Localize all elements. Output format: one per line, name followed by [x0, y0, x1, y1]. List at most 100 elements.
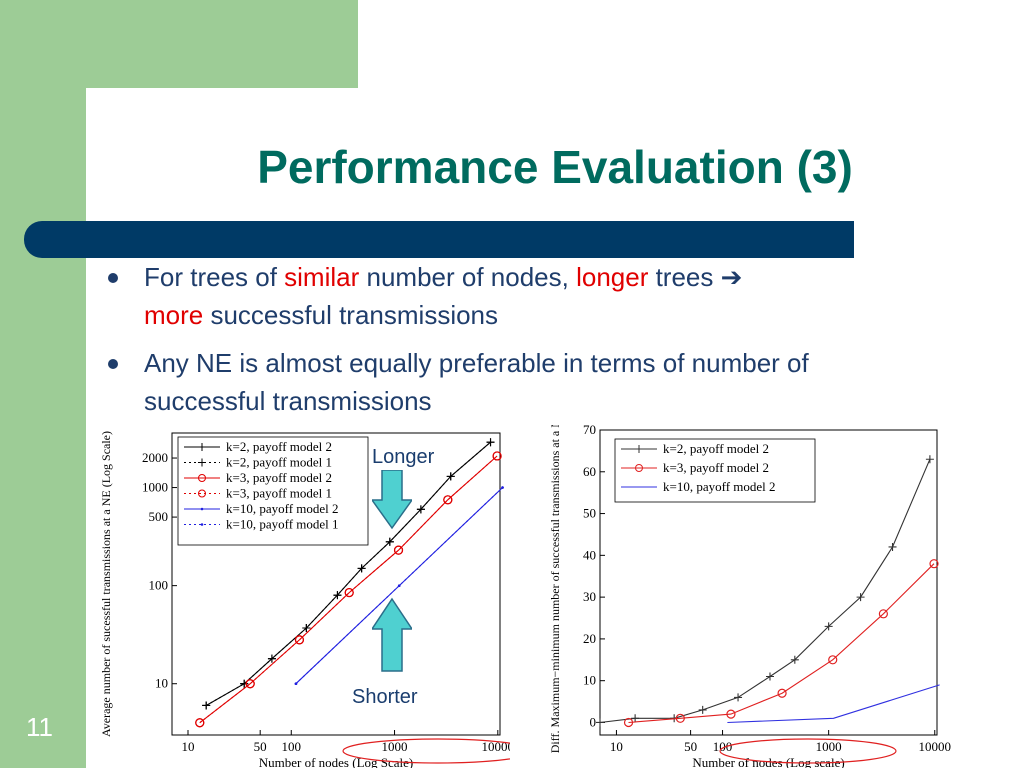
callout-longer: Longer — [372, 446, 435, 468]
data-point — [765, 672, 774, 681]
data-point — [443, 495, 453, 505]
x-tick-label: 50 — [254, 739, 267, 754]
series-line — [199, 455, 498, 724]
data-point — [726, 709, 736, 719]
bullet-text: trees — [648, 262, 721, 292]
y-tick-label: 70 — [583, 425, 596, 437]
data-point — [623, 717, 634, 728]
bullet-text: Any NE is almost equally preferable in t… — [144, 348, 809, 416]
y-tick-label: 0 — [590, 714, 597, 729]
series-line — [205, 441, 491, 706]
legend-label: k=3, payoff model 1 — [226, 486, 332, 501]
data-point — [357, 564, 366, 573]
data-point — [888, 542, 897, 551]
right-arrow-icon: ➔ — [720, 262, 743, 292]
bullet-item-2: Any NE is almost equally preferable in t… — [102, 344, 922, 420]
data-point — [294, 682, 298, 686]
data-point — [734, 693, 743, 702]
data-point — [596, 718, 604, 727]
data-point — [333, 591, 342, 600]
highlight-ellipse — [719, 738, 897, 764]
callout-shorter: Shorter — [352, 686, 418, 708]
x-tick-label: 100 — [282, 739, 302, 754]
series-line — [628, 563, 935, 724]
slide-number: 11 — [26, 712, 53, 742]
x-axis-label: Number of nodes (Log Scale) — [259, 755, 414, 768]
green-left-strip — [0, 0, 86, 768]
y-tick-label: 1000 — [142, 480, 168, 495]
legend-label: k=10, payoff model 2 — [663, 479, 776, 494]
x-tick-label: 50 — [684, 739, 697, 754]
legend-marker — [198, 474, 206, 482]
data-point — [486, 438, 495, 447]
data-point — [344, 587, 354, 598]
highlight-similar: similar — [284, 262, 360, 292]
x-tick-label: 10 — [181, 739, 194, 754]
data-point — [878, 609, 888, 619]
data-point — [202, 701, 211, 710]
legend-label: k=3, payoff model 2 — [663, 460, 769, 475]
slide-title: Performance Evaluation (3) — [257, 141, 853, 193]
data-point — [393, 545, 404, 555]
data-point — [675, 713, 685, 723]
data-point — [446, 472, 455, 481]
up-arrow-icon — [372, 597, 412, 672]
legend-label: k=2, payoff model 2 — [226, 439, 332, 454]
y-tick-label: 40 — [583, 547, 596, 562]
data-point — [777, 688, 787, 698]
legend-label: k=10, payoff model 2 — [226, 501, 339, 516]
y-tick-label: 100 — [149, 578, 169, 593]
y-tick-label: 50 — [583, 506, 596, 521]
legend-marker — [635, 445, 643, 453]
bullet-dot-icon — [108, 273, 118, 283]
legend-label: k=2, payoff model 2 — [663, 441, 769, 456]
bullet-text: number of nodes, — [359, 262, 577, 292]
data-point — [267, 654, 276, 663]
y-axis-label: Average number of sucessful transmission… — [100, 431, 113, 737]
legend-marker — [198, 489, 206, 498]
bullet-text: successful transmissions — [203, 300, 499, 330]
data-point — [385, 537, 394, 546]
y-tick-label: 10 — [583, 673, 596, 688]
bullet-text: For trees of — [144, 262, 285, 292]
data-point — [397, 584, 401, 587]
legend-marker — [635, 464, 643, 472]
x-tick-label: 10 — [610, 739, 623, 754]
legend-marker — [198, 458, 206, 467]
legend-label: k=2, payoff model 1 — [226, 455, 332, 470]
legend-label: k=10, payoff model 1 — [226, 517, 339, 532]
data-point — [925, 455, 934, 464]
legend-label: k=3, payoff model 2 — [226, 470, 332, 485]
data-point — [828, 655, 838, 665]
legend-box — [177, 436, 369, 546]
bullet-list: For trees of similar number of nodes, lo… — [102, 258, 922, 430]
title-underline-bar — [24, 221, 854, 258]
data-point — [294, 635, 305, 645]
data-point — [631, 714, 640, 723]
y-tick-label: 10 — [155, 676, 168, 691]
x-tick-label: 100 — [713, 739, 733, 754]
data-point — [824, 622, 833, 631]
bullet-dot-icon — [108, 359, 118, 369]
y-tick-label: 60 — [583, 464, 596, 479]
data-point — [856, 593, 865, 602]
y-tick-label: 500 — [149, 509, 169, 524]
data-point — [302, 623, 311, 632]
bullet-item-1: For trees of similar number of nodes, lo… — [102, 258, 922, 334]
chart-avg-transmissions: 10501001000100001010050010002000Number o… — [100, 431, 510, 768]
x-tick-label: 10000 — [919, 739, 952, 754]
y-tick-label: 30 — [583, 589, 596, 604]
legend-marker — [200, 507, 204, 511]
data-point — [929, 559, 939, 569]
series-line — [727, 684, 940, 724]
y-tick-label: 20 — [583, 631, 596, 646]
y-tick-label: 2000 — [142, 450, 168, 465]
data-point — [195, 718, 205, 728]
down-arrow-icon — [372, 470, 412, 530]
x-tick-label: 1000 — [382, 739, 408, 754]
y-axis-label: Diff. Maximum−minimum number of successf… — [548, 425, 562, 753]
data-point — [240, 679, 249, 688]
highlight-more: more — [144, 300, 204, 330]
data-point — [790, 655, 799, 664]
